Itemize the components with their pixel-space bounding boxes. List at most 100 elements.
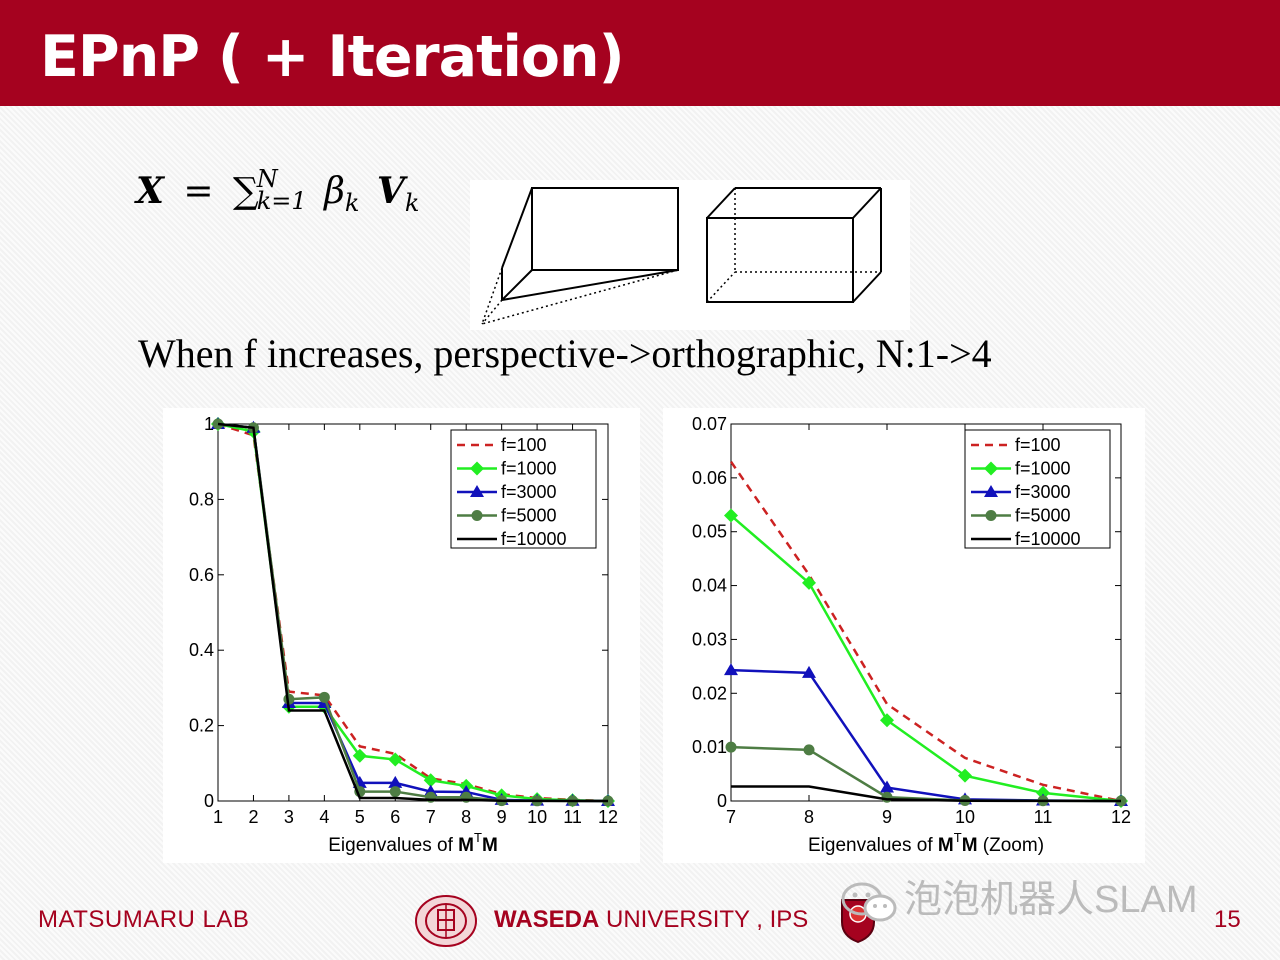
x-axis-label: Eigenvalues of MTM (Zoom) [808,830,1044,856]
formula-x: X [136,170,164,212]
slide-statement: When f increases, perspective->orthograp… [138,331,992,376]
formula-sum: ∑ [233,171,259,212]
data-point [880,780,894,793]
eigenvalue-chart: 00.20.40.60.811 2 3 4 5 6 7 8 9 10 11 12f=100f=1000… [189,414,618,856]
y-tick-label: 0.07 [692,414,727,434]
x-tick-label: 1 [213,807,223,827]
legend-label: f=10000 [501,529,567,549]
data-point [725,741,737,753]
chart-panel-right: 0 0.01 0.02 0.03 0.04 0.05 0.06 0.07 7 8 9 10 11 12 f=… [663,408,1145,863]
y-tick-label: 0.01 [692,737,727,757]
data-point [724,508,738,523]
legend-label: f=5000 [1015,506,1071,526]
y-tick-label: 0.04 [692,576,727,596]
data-point [880,713,894,728]
legend-label: f=1000 [1015,459,1071,479]
y-tick-label: 0.4 [189,640,214,660]
eigenvalue-zoom-chart: 0 0.01 0.02 0.03 0.04 0.05 0.06 0.07 7 8 9 10 11 12 f=… [692,414,1131,856]
data-point [318,691,330,703]
legend-label: f=1000 [501,459,557,479]
x-tick-label: 12 [598,807,618,827]
formula-v-sub: k [404,189,420,218]
data-point [802,575,816,590]
data-point [388,752,403,767]
x-tick-label: 8 [461,807,471,827]
formula-upper: N [256,165,278,193]
university-name: WASEDA UNIVERSITY , IPS [494,906,808,934]
data-point [724,663,738,676]
legend-marker [471,510,483,521]
data-point [423,773,438,788]
data-point [881,791,893,803]
wechat-icon [841,882,897,922]
legend-marker [470,461,484,476]
y-tick-label: 0 [204,791,214,811]
legend-label: f=3000 [1015,482,1071,502]
data-point [802,665,816,678]
series-line-f=1000 [730,514,1122,803]
data-point [803,744,815,756]
y-tick-label: 0.06 [692,468,727,488]
x-tick-label: 7 [426,807,436,827]
series-line-f=10000 [217,422,609,803]
y-tick-label: 1 [204,414,214,434]
x-tick-label: 10 [527,807,547,827]
university-bold: WASEDA [494,906,600,933]
data-point [388,775,403,788]
x-tick-label: 6 [390,807,400,827]
chart-panel-left: 0 0.2 0.4 0.6 0.8 1 1 2 3 4 5 6 7 8 9 10 11 12 f=100 f=1000… [163,408,640,863]
formula-equals: = [183,171,214,212]
watermark-text: 泡泡机器人SLAM [904,879,1198,921]
formula-v: V [376,170,405,212]
y-tick-label: 0.03 [692,629,727,649]
orthographic-box [706,187,882,303]
series-line-f=10000 [731,785,1122,803]
legend-marker [984,461,998,476]
data-point [958,768,972,783]
x-tick-label: 11 [1034,807,1053,827]
legend-label: f=100 [501,435,547,455]
legend-marker [984,485,998,497]
data-point [352,748,367,763]
box-diagram [481,187,882,325]
legend-label: f=10000 [1015,529,1081,549]
legend-marker [470,485,484,497]
x-tick-label: 9 [882,807,892,827]
series-line-f=100 [729,460,1122,803]
projection-boxes [470,180,910,330]
formula-beta: β [324,171,345,212]
lab-name: MATSUMARU LAB [38,906,250,933]
page-number: 15 [1214,906,1241,933]
y-tick-label: 0.2 [189,716,214,736]
slide-title: EPnP ( + Iteration) [40,24,625,90]
x-tick-label: 4 [319,807,329,827]
x-tick-label: 7 [726,807,736,827]
y-tick-label: 0.05 [692,522,727,542]
y-tick-label: 0.6 [189,565,214,585]
x-tick-label: 11 [563,807,582,827]
x-tick-label: 2 [248,807,258,827]
data-point [1036,785,1050,800]
y-tick-label: 0.8 [189,489,214,509]
y-tick-label: 0.02 [692,683,727,703]
x-tick-label: 8 [804,807,814,827]
y-tick-label: 0 [717,791,727,811]
university-rest: UNIVERSITY , IPS [599,906,809,933]
x-tick-label: 3 [284,807,294,827]
data-point [389,786,401,798]
x-tick-label: 5 [355,807,365,827]
formula-beta-sub: k [344,189,360,218]
watermark: 泡泡机器人SLAM [840,868,1197,923]
x-tick-label: 12 [1111,807,1131,827]
x-axis-label: Eigenvalues of MTM [328,830,498,856]
legend-label: f=100 [1015,435,1061,455]
legend-label: f=3000 [501,482,557,502]
x-tick-label: 9 [497,807,507,827]
x-tick-label: 10 [955,807,975,827]
legend-label: f=5000 [501,506,557,526]
legend-marker [985,510,997,521]
formula-lower: k=1 [256,187,307,215]
title-bar: EPnP ( + Iteration) [0,0,1280,106]
